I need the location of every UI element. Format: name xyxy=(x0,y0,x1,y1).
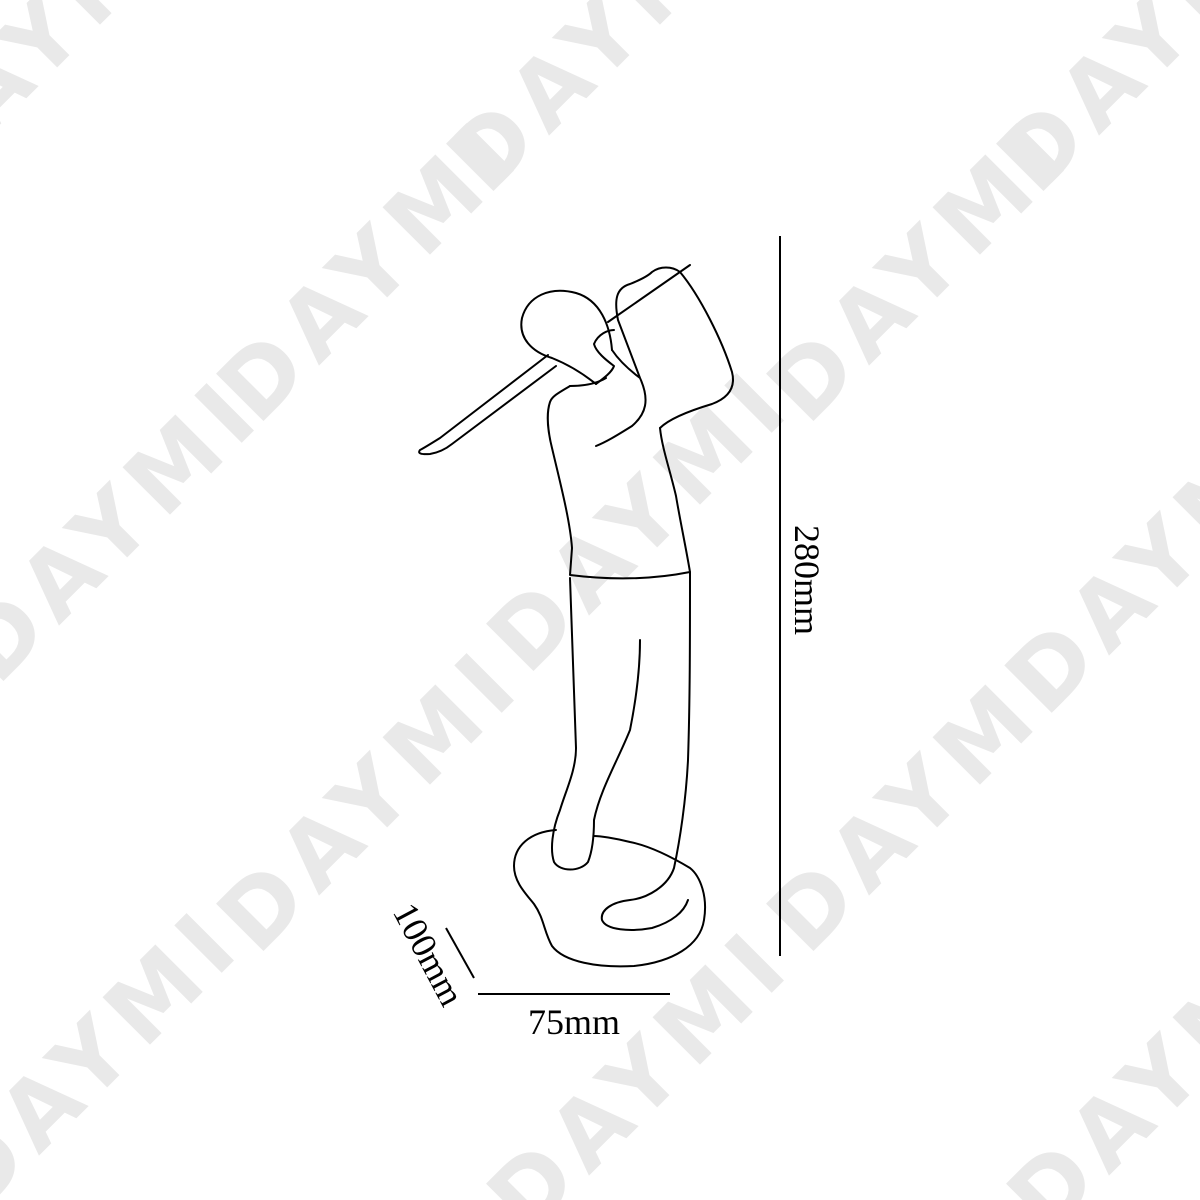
golfer-head xyxy=(520,289,613,385)
golfer-front-leg xyxy=(600,571,691,931)
golfer-figure xyxy=(418,264,734,968)
depth-label: 100mm xyxy=(385,896,472,1012)
figurine-base xyxy=(513,829,706,968)
depth-dimension-line xyxy=(445,927,475,979)
golfer-arms xyxy=(595,266,734,447)
width-label: 75mm xyxy=(528,1002,620,1042)
golfer-torso xyxy=(546,385,691,580)
golfer-face xyxy=(593,329,615,385)
height-label: 280mm xyxy=(787,525,827,635)
golfer-collar xyxy=(569,377,607,387)
golfer-back-leg xyxy=(551,577,641,871)
golf-club xyxy=(418,264,691,456)
